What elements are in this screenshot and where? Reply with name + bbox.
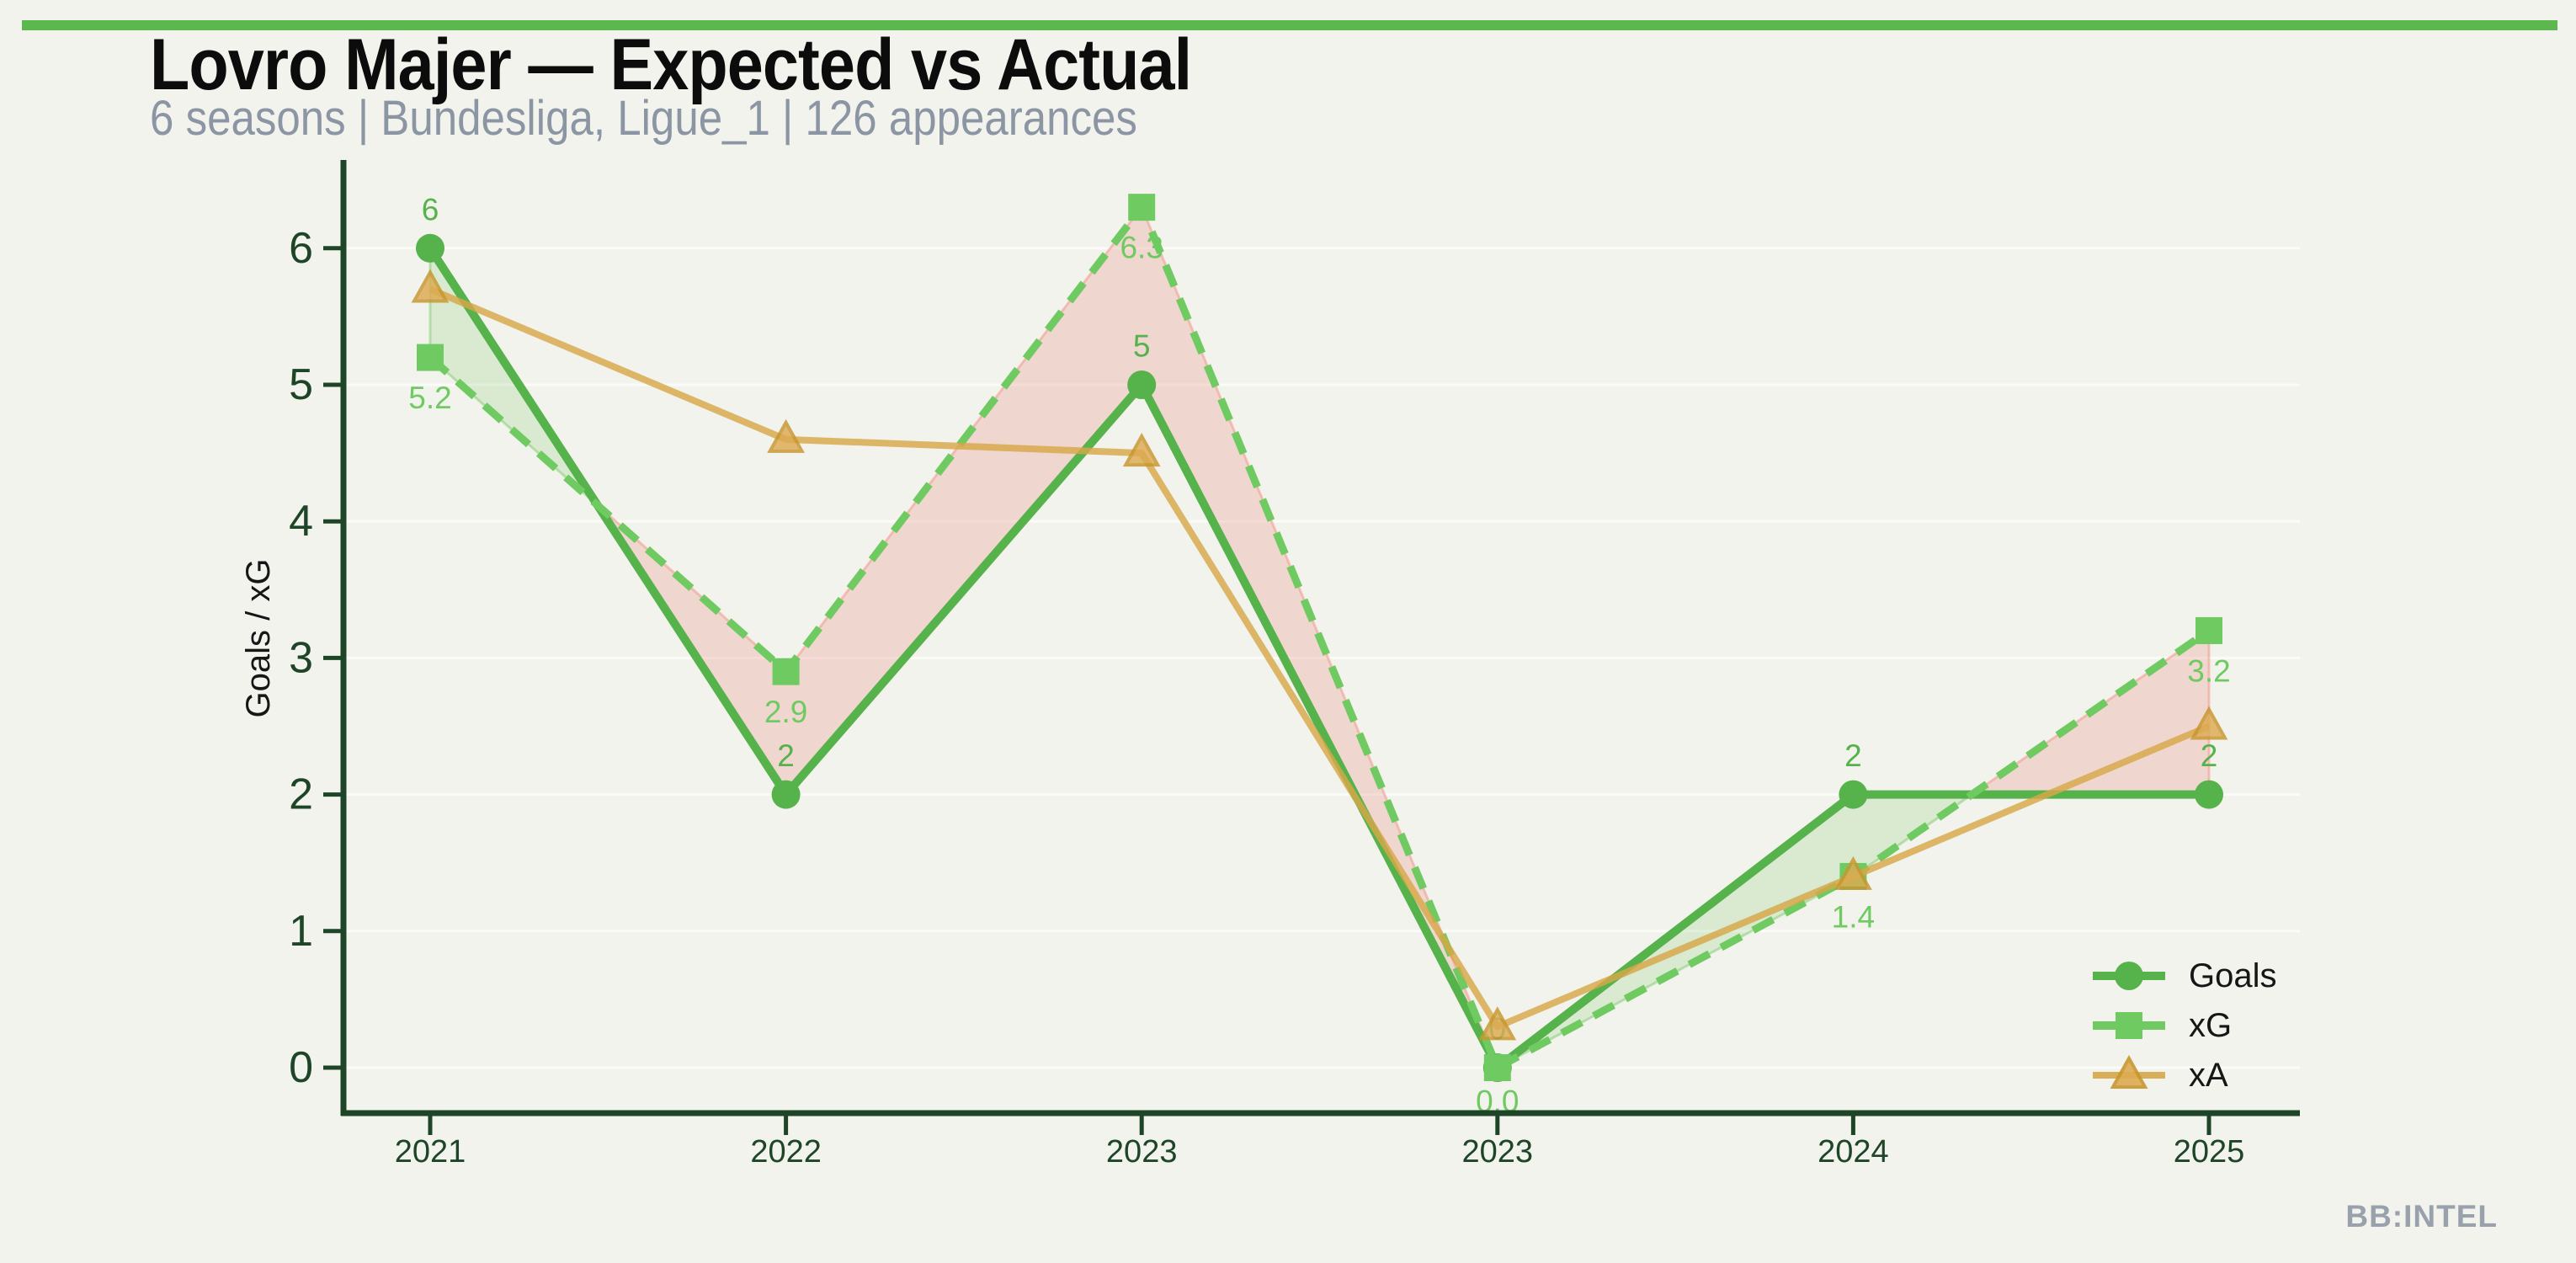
watermark: BB:INTEL — [2345, 1199, 2498, 1234]
goals-marker — [771, 780, 801, 809]
top-accent-bar — [22, 20, 2557, 30]
x-tick-label: 2023 — [1106, 1134, 1178, 1170]
xa-marker — [1834, 855, 1872, 890]
x-tick-label: 2023 — [1462, 1134, 1534, 1170]
y-tick-label: 6 — [289, 224, 313, 273]
y-tick-label: 2 — [289, 770, 313, 819]
xg-value-label: 3.2 — [2187, 653, 2230, 688]
goals-marker — [416, 233, 444, 263]
xg-value-label: 1.4 — [1832, 899, 1875, 934]
xa-marker — [767, 418, 806, 453]
xg-line — [428, 203, 2211, 1072]
legend-xa-marker — [2110, 1054, 2148, 1089]
y-tick-label: 5 — [289, 360, 313, 409]
x-tick-label: 2021 — [395, 1134, 466, 1170]
goals-marker — [1127, 370, 1157, 399]
y-axis-title: Goals / xG — [240, 559, 277, 718]
xg-marker — [772, 658, 800, 685]
page-subtitle: 6 seasons | Bundesliga, Ligue_1 | 126 ap… — [150, 91, 1137, 146]
xg-marker — [1128, 194, 1156, 221]
goals-marker — [2195, 780, 2223, 809]
x-tick-label: 2024 — [1818, 1134, 1889, 1170]
legend-xg-marker — [2116, 1012, 2142, 1039]
goals-value-label: 6 — [422, 192, 439, 226]
xg-value-label: 5.2 — [408, 381, 451, 415]
legend-label-goals: Goals — [2189, 957, 2277, 994]
xa-marker — [2190, 706, 2228, 740]
goals-line — [426, 243, 2213, 1072]
goals-marker — [1839, 780, 1868, 809]
y-tick-label: 1 — [289, 907, 313, 956]
goals-value-label: 2 — [2201, 738, 2218, 773]
legend-label-xa: xA — [2189, 1057, 2228, 1094]
goals-value-label: 2 — [1844, 738, 1862, 773]
page-title: Lovro Majer — Expected vs Actual — [150, 24, 1192, 105]
x-tick-label: 2022 — [750, 1134, 822, 1170]
goals-value-label: 2 — [777, 738, 795, 773]
y-tick-label: 4 — [289, 497, 313, 546]
legend-goals-marker — [2115, 962, 2143, 990]
xg-marker — [1483, 1054, 1511, 1081]
xg-value-label: 6.3 — [1120, 231, 1163, 265]
xa-marker — [1122, 433, 1161, 467]
xg-marker — [2195, 616, 2222, 644]
y-tick-label: 0 — [289, 1043, 313, 1092]
xa-line — [428, 285, 2211, 1031]
y-tick-label: 3 — [289, 633, 313, 682]
xg-marker — [417, 344, 444, 371]
xg-value-label: 2.9 — [764, 695, 807, 729]
goals-value-label: 5 — [1133, 329, 1151, 364]
xa-marker — [411, 269, 450, 303]
legend-label-xg: xG — [2189, 1007, 2232, 1044]
x-tick-label: 2025 — [2174, 1134, 2245, 1170]
xa-marker — [1478, 1006, 1517, 1041]
fill-region-xg-above-goals — [596, 205, 1499, 1069]
